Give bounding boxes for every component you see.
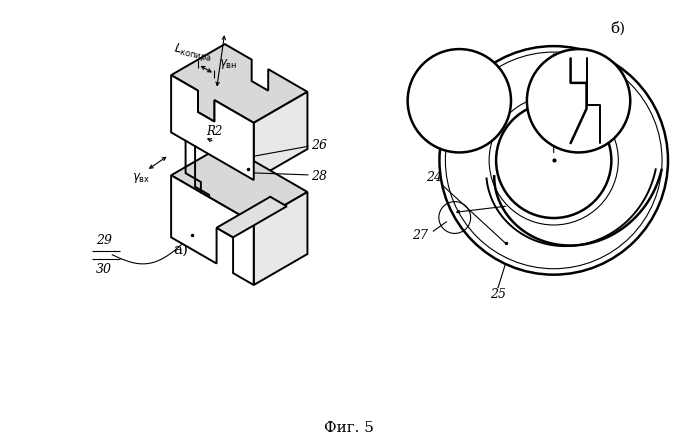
- Text: 30: 30: [96, 263, 113, 276]
- Text: а): а): [173, 242, 189, 256]
- Text: 26: 26: [311, 139, 327, 152]
- Text: $L_{\rm копира}$: $L_{\rm копира}$: [172, 40, 214, 65]
- Circle shape: [408, 49, 511, 153]
- Text: Фиг. 5: Фиг. 5: [324, 421, 374, 435]
- Circle shape: [527, 49, 630, 153]
- Text: $\gamma_{\rm вх}$: $\gamma_{\rm вх}$: [132, 171, 150, 186]
- Polygon shape: [171, 144, 308, 223]
- Polygon shape: [171, 75, 254, 180]
- Polygon shape: [254, 92, 308, 180]
- Polygon shape: [254, 192, 308, 285]
- Text: 27: 27: [412, 229, 428, 242]
- Text: 25: 25: [490, 287, 506, 300]
- Polygon shape: [171, 175, 254, 285]
- Text: 29: 29: [96, 234, 113, 247]
- Text: 28: 28: [311, 170, 327, 183]
- Polygon shape: [171, 44, 308, 123]
- Text: R2: R2: [206, 125, 223, 138]
- Text: R1: R1: [565, 94, 583, 107]
- Text: 24: 24: [426, 171, 442, 184]
- Text: $\gamma_{\rm вн}$: $\gamma_{\rm вн}$: [219, 57, 238, 71]
- Text: б): б): [611, 21, 626, 36]
- Polygon shape: [217, 197, 287, 237]
